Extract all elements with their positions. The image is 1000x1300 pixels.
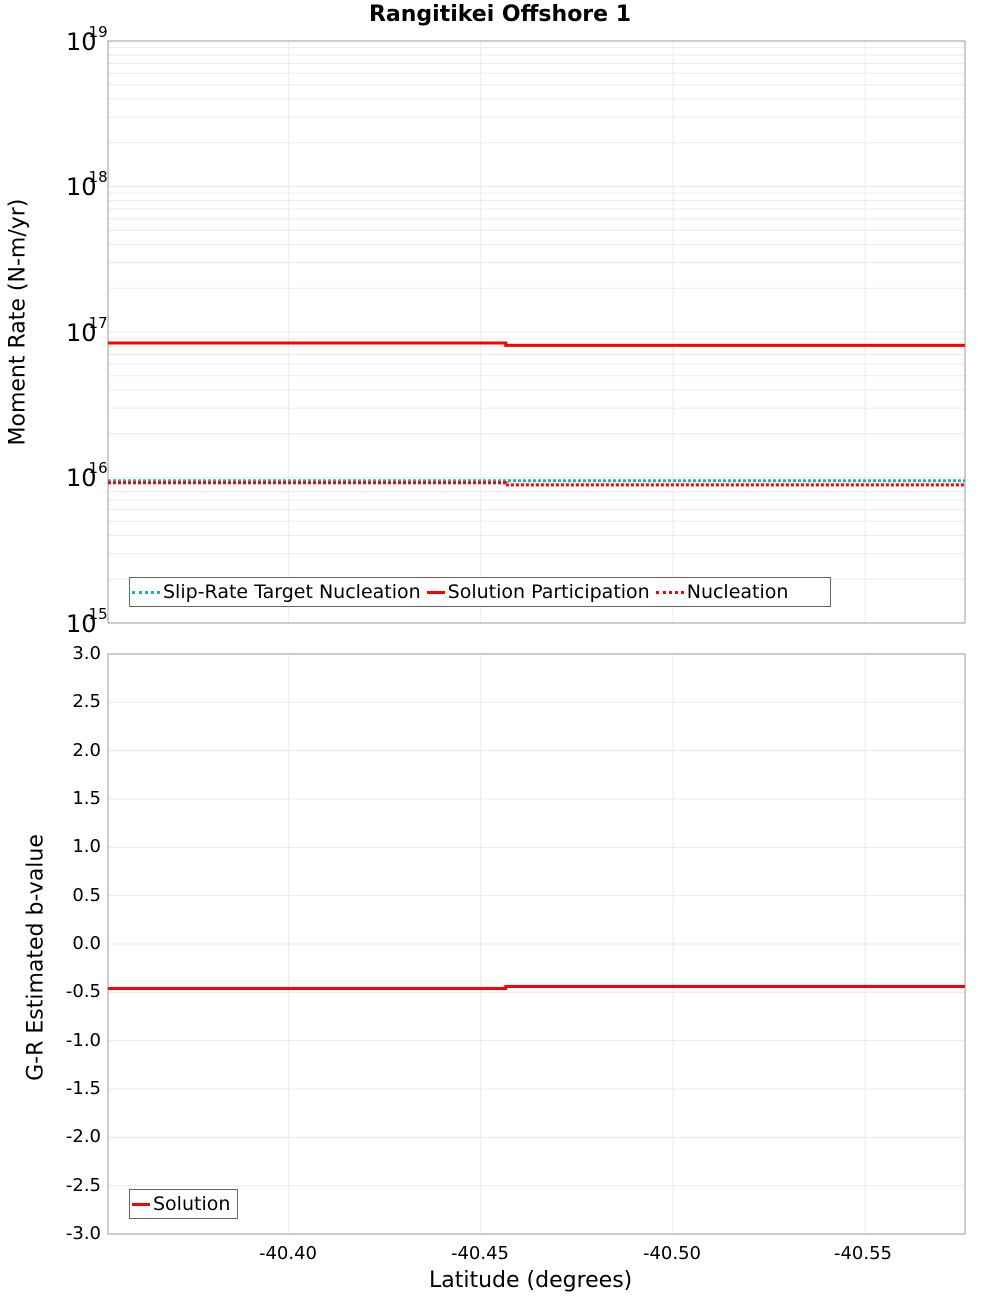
y-tick: 1015 <box>66 605 108 638</box>
x-axis-label: Latitude (degrees) <box>429 1268 633 1293</box>
y-tick: 1019 <box>66 23 108 56</box>
y-tick: 2.0 <box>72 740 101 761</box>
y-tick: -2.0 <box>65 1126 101 1147</box>
dotted-line-cyan-icon <box>132 590 160 594</box>
solid-line-red-icon <box>426 590 445 594</box>
y-tick: 1.5 <box>72 788 101 809</box>
x-tick: -40.50 <box>642 1243 702 1264</box>
y-tick: 1.0 <box>72 836 101 857</box>
y-tick: 0.5 <box>72 885 101 906</box>
legend-item-solution-participation: Solution Participation <box>426 581 650 603</box>
y-tick: 1017 <box>66 314 108 347</box>
x-tick: -40.45 <box>450 1243 510 1264</box>
legend-item-slip-rate-target: Slip-Rate Target Nucleation <box>132 581 421 603</box>
y-tick: 2.5 <box>72 691 101 712</box>
y-tick: 1018 <box>66 168 108 201</box>
y-tick: -0.5 <box>65 981 101 1002</box>
y-tick: -3.0 <box>65 1223 101 1244</box>
solid-line-red-icon <box>132 1202 150 1206</box>
y-tick: -1.0 <box>65 1030 101 1051</box>
bottom-legend: Solution <box>129 1189 238 1219</box>
y-tick: 0.0 <box>72 933 101 954</box>
series-solution-participation <box>108 341 965 347</box>
y-tick: 1016 <box>66 459 108 492</box>
y-tick: 3.0 <box>72 643 101 664</box>
y-tick: -2.5 <box>65 1175 101 1196</box>
series-b-value-solution <box>108 985 965 990</box>
x-tick: -40.55 <box>833 1243 893 1264</box>
x-tick: -40.40 <box>258 1243 318 1264</box>
y-tick: -1.5 <box>65 1078 101 1099</box>
chart-title: Rangitikei Offshore 1 <box>368 2 632 27</box>
dotted-line-red-icon <box>655 590 684 594</box>
top-legend: Slip-Rate Target Nucleation Solution Par… <box>129 577 831 607</box>
top-y-axis-label: Moment Rate (N-m/yr) <box>5 198 31 446</box>
legend-item-nucleation: Nucleation <box>655 581 788 603</box>
legend-item-solution: Solution <box>132 1193 230 1215</box>
series-nucleation <box>108 481 965 487</box>
